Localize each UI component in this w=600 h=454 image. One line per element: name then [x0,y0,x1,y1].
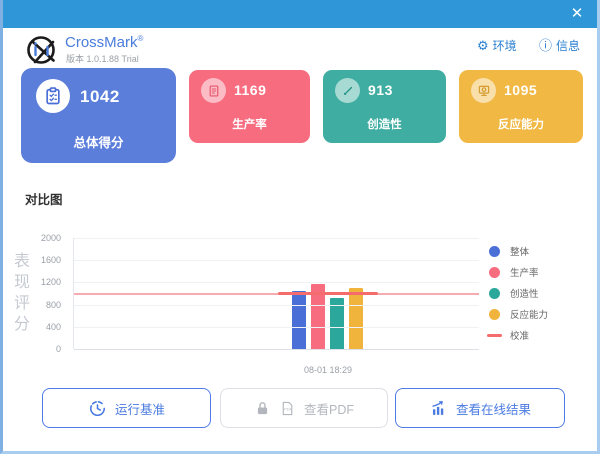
bar-反应能力 [349,288,363,349]
info-label: 信息 [556,39,581,53]
legend-label: 生产率 [510,268,539,279]
run-benchmark-button[interactable]: 运行基准 [42,388,211,428]
chart-title: 对比图 [25,193,63,207]
overall-score-card: 1042 总体得分 [21,68,176,163]
overall-score-value: 1042 [80,87,120,106]
document-icon [201,78,226,103]
info-button[interactable]: ⓘ 信息 [539,37,580,54]
brush-icon [335,78,360,103]
y-tick-label: 1200 [40,277,61,288]
gridline [74,282,479,284]
close-icon[interactable]: ✕ [570,5,584,22]
chart-results-icon [432,400,444,415]
environment-button[interactable]: ⚙ 环境 [477,37,517,54]
view-online-results-label: 查看在线结果 [455,402,531,417]
creativity-score-value: 913 [368,82,393,98]
app-title: CrossMark® [65,34,144,51]
registered-mark: ® [137,34,144,43]
y-tick-label: 2000 [40,233,61,243]
legend-line-icon [487,333,502,337]
clock-icon [89,400,106,416]
app-version: 版本 1.0.1.88 Trial [66,54,139,64]
info-icon: ⓘ [539,38,553,53]
comparison-chart: 表现评分 0 400 800 1200 1600 2000 08-01 18:29 整体生… [3,228,597,378]
legend-label: 整体 [510,247,530,258]
gridline [74,304,479,306]
gridline [74,349,479,350]
chart-y-ticks: 0 400 800 1200 1600 2000 [3,228,67,378]
view-online-results-button[interactable]: 查看在线结果 [395,388,565,428]
lock-icon [257,401,268,414]
legend-dot-icon [489,266,500,278]
bar-创造性 [330,298,344,349]
creativity-score-card: 913 创造性 [323,70,446,143]
chart-plot: 08-01 18:29 [73,238,479,375]
legend-dot-icon [489,287,500,299]
overall-score-label: 总体得分 [73,136,124,150]
view-pdf-button[interactable]: PDF 查看PDF [220,388,388,428]
chart-x-tick-label: 08-01 18:29 [303,365,353,375]
environment-label: 环境 [492,39,517,53]
y-tick-label: 400 [45,321,61,332]
calibration-line [74,292,479,295]
bar-生产率 [311,284,325,349]
chart-bars-group [292,238,363,349]
legend-item-calibration[interactable]: 校准 [487,329,548,342]
y-tick-label: 800 [45,299,61,310]
responsiveness-score-value: 1095 [504,82,538,98]
y-tick-label: 1600 [40,255,61,266]
clipboard-icon [36,79,70,113]
gear-icon: ⚙ [477,38,489,53]
legend-label: 反应能力 [510,310,549,321]
creativity-score-label: 创造性 [367,119,402,131]
legend-dot-icon [489,308,500,320]
responsiveness-score-label: 反应能力 [498,119,544,131]
pdf-icon: PDF [282,401,293,415]
gridline [74,326,479,328]
responsiveness-score-card: 1095 反应能力 [459,70,583,143]
legend-label: 创造性 [510,289,539,300]
legend-label: 校准 [510,331,530,342]
crossmark-logo-icon [24,31,60,67]
legend-item[interactable]: 生产率 [489,266,548,279]
legend-item[interactable]: 创造性 [489,287,548,300]
chart-y-axis-label: 表现评分 [11,251,28,336]
productivity-score-card: 1169 生产率 [189,70,310,143]
gridline [74,260,479,262]
run-benchmark-label: 运行基准 [114,402,165,417]
bar-整体 [292,291,306,349]
svg-text:PDF: PDF [284,406,292,411]
monitor-icon [471,78,496,103]
legend-item[interactable]: 整体 [489,245,548,258]
calibration-line-segment [278,292,378,295]
header: CrossMark® 版本 1.0.1.88 Trial ⚙ 环境 ⓘ 信息 [3,28,597,70]
title-bar: ✕ [3,0,597,28]
legend-item[interactable]: 反应能力 [489,308,549,321]
y-tick-label: 0 [55,344,61,354]
productivity-score-value: 1169 [234,82,267,98]
productivity-score-label: 生产率 [232,119,267,131]
legend-dot-icon [489,245,500,257]
chart-legend: 整体生产率创造性反应能力校准 [487,245,549,350]
view-pdf-label: 查看PDF [303,402,354,417]
gridline [74,238,479,239]
